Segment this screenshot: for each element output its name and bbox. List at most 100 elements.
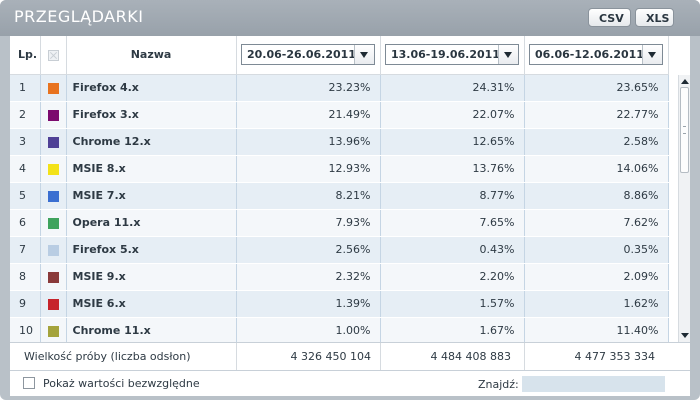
share-value-period-2: 1.57% <box>380 290 525 318</box>
row-color-cell <box>40 128 67 156</box>
row-color-cell <box>40 236 67 264</box>
share-value-period-1: 1.39% <box>236 290 381 318</box>
color-swatch <box>47 325 59 337</box>
column-header-period-2: 13.06-19.06.2011 <box>380 36 525 75</box>
share-value-period-1: 12.93% <box>236 155 381 183</box>
table-row[interactable]: 6 Opera 11.x 7.93% 7.65% 7.62% <box>10 209 669 237</box>
sample-size-period-3: 4 477 353 334 <box>574 350 655 363</box>
share-value-period-1: 7.93% <box>236 209 381 237</box>
checkbox-x-icon[interactable] <box>47 49 59 61</box>
chevron-down-icon[interactable] <box>354 45 374 65</box>
share-value-period-2: 1.67% <box>380 317 525 342</box>
period-select-2[interactable]: 13.06-19.06.2011 <box>385 44 519 66</box>
table-row[interactable]: 1 Firefox 4.x 23.23% 24.31% 23.65% <box>10 74 669 102</box>
share-value-period-3: 1.62% <box>524 290 669 318</box>
table-row[interactable]: 7 Firefox 5.x 2.56% 0.43% 0.35% <box>10 236 669 264</box>
browser-name: Chrome 12.x <box>66 128 237 156</box>
table-row[interactable]: 4 MSIE 8.x 12.93% 13.76% 14.06% <box>10 155 669 183</box>
share-value-period-3: 8.86% <box>524 182 669 210</box>
chevron-down-icon[interactable] <box>498 45 518 65</box>
browser-name: Opera 11.x <box>66 209 237 237</box>
color-swatch <box>47 271 59 283</box>
row-color-cell <box>40 74 67 102</box>
row-color-cell <box>40 290 67 318</box>
share-value-period-2: 12.65% <box>380 128 525 156</box>
share-value-period-3: 22.77% <box>524 101 669 129</box>
sample-size-label: Wielkość próby (liczba odsłon) <box>24 350 191 363</box>
sample-size-period-2: 4 484 408 883 <box>430 350 511 363</box>
share-value-period-1: 13.96% <box>236 128 381 156</box>
share-value-period-1: 21.49% <box>236 101 381 129</box>
share-value-period-1: 23.23% <box>236 74 381 102</box>
table-header-row: Lp. Nazwa 20.06-26.06.2011 13.06-19.06.2… <box>10 36 669 75</box>
table-body: 1 Firefox 4.x 23.23% 24.31% 23.65% 2 Firefox 3… <box>10 74 669 342</box>
color-swatch <box>47 190 59 202</box>
xls-export-button[interactable]: XLS <box>635 8 674 27</box>
share-value-period-3: 7.62% <box>524 209 669 237</box>
scrollbar-thumb[interactable] <box>680 87 689 173</box>
row-number: 10 <box>10 317 41 342</box>
browser-name: MSIE 6.x <box>66 290 237 318</box>
period-select-3[interactable]: 06.06-12.06.2011 <box>529 44 663 66</box>
browser-name: MSIE 8.x <box>66 155 237 183</box>
show-absolute-checkbox[interactable] <box>23 377 35 389</box>
row-number: 8 <box>10 263 41 291</box>
row-number: 2 <box>10 101 41 129</box>
table-row[interactable]: 5 MSIE 7.x 8.21% 8.77% 8.86% <box>10 182 669 210</box>
stats-table-container: Lp. Nazwa 20.06-26.06.2011 13.06-19.06.2… <box>10 36 690 342</box>
column-header-name: Nazwa <box>66 36 237 75</box>
csv-export-button[interactable]: CSV <box>588 8 631 27</box>
share-value-period-3: 14.06% <box>524 155 669 183</box>
row-color-cell <box>40 317 67 342</box>
browser-name: Firefox 3.x <box>66 101 237 129</box>
browser-name: Firefox 5.x <box>66 236 237 264</box>
table-row[interactable]: 9 MSIE 6.x 1.39% 1.57% 1.62% <box>10 290 669 318</box>
find-input[interactable] <box>522 376 665 392</box>
share-value-period-1: 2.32% <box>236 263 381 291</box>
row-number: 1 <box>10 74 41 102</box>
share-value-period-2: 22.07% <box>380 101 525 129</box>
color-swatch <box>47 82 59 94</box>
column-header-period-3: 06.06-12.06.2011 <box>524 36 669 75</box>
column-header-lp: Lp. <box>10 36 41 75</box>
share-value-period-3: 0.35% <box>524 236 669 264</box>
period-select-1[interactable]: 20.06-26.06.2011 <box>241 44 375 66</box>
table-scrollbar[interactable] <box>678 75 690 342</box>
period-select-2-value: 13.06-19.06.2011 <box>391 48 500 62</box>
browser-name: Firefox 4.x <box>66 74 237 102</box>
table-row[interactable]: 10 Chrome 11.x 1.00% 1.67% 11.40% <box>10 317 669 342</box>
share-value-period-1: 8.21% <box>236 182 381 210</box>
row-color-cell <box>40 182 67 210</box>
share-value-period-2: 8.77% <box>380 182 525 210</box>
column-header-period-1: 20.06-26.06.2011 <box>236 36 381 75</box>
color-swatch <box>47 244 59 256</box>
chevron-down-icon[interactable] <box>642 45 662 65</box>
find-label: Znajdź: <box>478 378 519 391</box>
column-header-select[interactable] <box>40 36 67 75</box>
browser-name: MSIE 9.x <box>66 263 237 291</box>
color-swatch <box>47 109 59 121</box>
share-value-period-3: 2.09% <box>524 263 669 291</box>
table-row[interactable]: 2 Firefox 3.x 21.49% 22.07% 22.77% <box>10 101 669 129</box>
arrow-down-icon[interactable] <box>681 333 689 338</box>
panel-header: PRZEGLĄDARKI CSV XLS <box>0 0 700 36</box>
show-absolute-label: Pokaż wartości bezwzględne <box>43 377 200 390</box>
arrow-up-icon[interactable] <box>681 79 689 84</box>
row-number: 5 <box>10 182 41 210</box>
table-row[interactable]: 3 Chrome 12.x 13.96% 12.65% 2.58% <box>10 128 669 156</box>
row-number: 6 <box>10 209 41 237</box>
browser-name: Chrome 11.x <box>66 317 237 342</box>
sample-size-period-1: 4 326 450 104 <box>290 350 371 363</box>
row-color-cell <box>40 155 67 183</box>
share-value-period-2: 2.20% <box>380 263 525 291</box>
share-value-period-3: 23.65% <box>524 74 669 102</box>
row-color-cell <box>40 263 67 291</box>
bottom-toolbar: Pokaż wartości bezwzględne Znajdź: <box>10 370 690 396</box>
period-select-3-value: 06.06-12.06.2011 <box>535 48 644 62</box>
share-value-period-3: 11.40% <box>524 317 669 342</box>
row-number: 7 <box>10 236 41 264</box>
share-value-period-2: 13.76% <box>380 155 525 183</box>
table-row[interactable]: 8 MSIE 9.x 2.32% 2.20% 2.09% <box>10 263 669 291</box>
row-number: 4 <box>10 155 41 183</box>
